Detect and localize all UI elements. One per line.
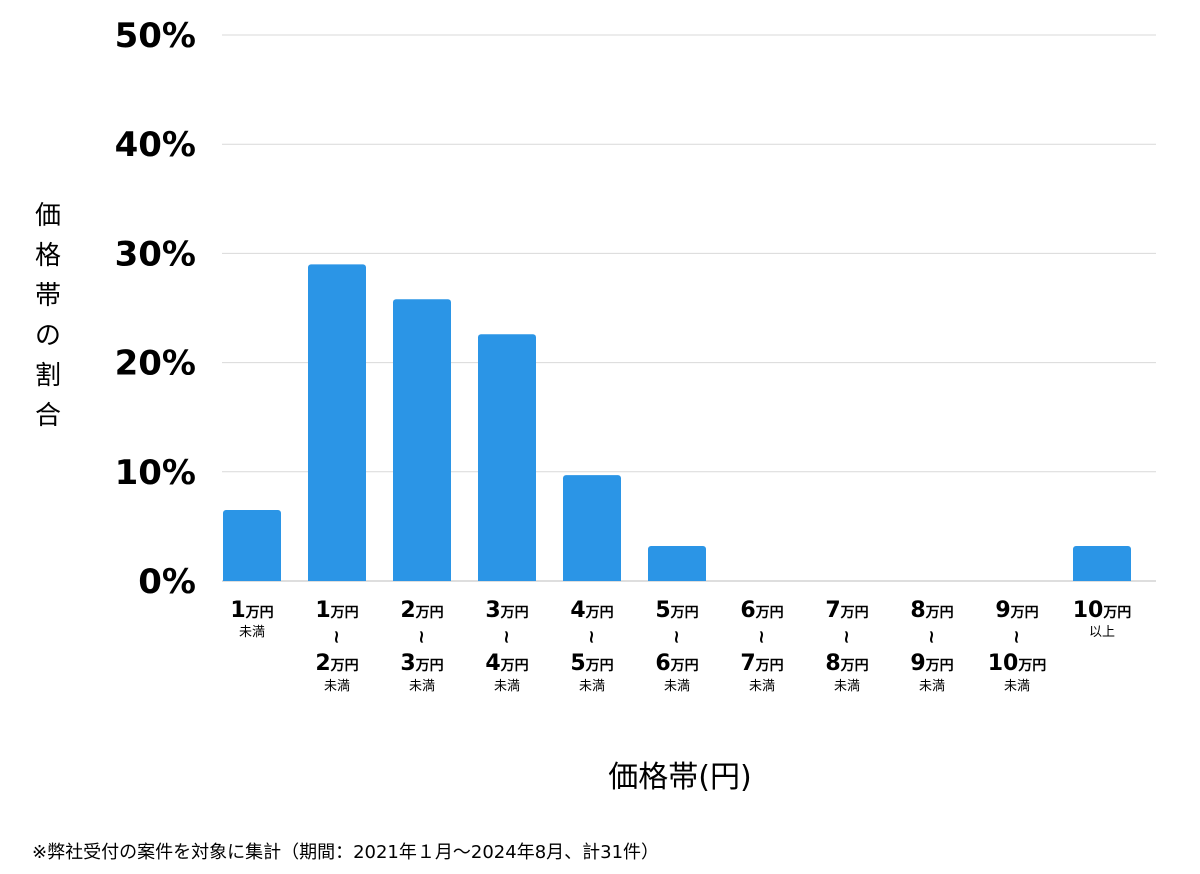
bar <box>563 475 621 581</box>
x-tick-sublabel: 以上 <box>1089 625 1115 640</box>
x-tick-label: 7万円 <box>740 651 783 676</box>
x-tick-label: 8万円 <box>825 651 868 676</box>
footnote: ※弊社受付の案件を対象に集計（期間：2021年１月〜2024年8月、計31件） <box>32 842 660 863</box>
x-tick-label: 8万円 <box>910 598 953 623</box>
y-tick-label: 10% <box>115 453 196 493</box>
x-tick-label: 9万円 <box>910 651 953 676</box>
x-tick-label: 1万円 <box>230 598 273 623</box>
x-tick-label: 4万円 <box>570 598 613 623</box>
x-tick-sublabel: 未満 <box>1004 679 1030 694</box>
x-tick-label: 9万円 <box>995 598 1038 623</box>
x-tick-sublabel: 未満 <box>239 625 265 640</box>
y-axis-label: 価格帯の割合 <box>28 196 68 436</box>
x-tick-sublabel: 未満 <box>749 679 775 694</box>
x-tick-range-symbol: ~ <box>581 629 602 644</box>
x-tick-label: 4万円 <box>485 651 528 676</box>
y-axis-label-char: 合 <box>34 401 61 431</box>
bar-base <box>308 577 366 581</box>
bar-base <box>563 577 621 581</box>
bar <box>223 510 281 581</box>
y-axis-label-char: 価 <box>34 201 61 231</box>
y-tick-label: 30% <box>115 234 196 274</box>
x-tick-label: 3万円 <box>400 651 443 676</box>
x-tick-label: 2万円 <box>315 651 358 676</box>
x-tick-range-symbol: ~ <box>326 629 347 644</box>
x-tick-label: 6万円 <box>740 598 783 623</box>
y-axis-label-char: 割 <box>34 361 61 391</box>
x-tick-sublabel: 未満 <box>324 679 350 694</box>
bar-base <box>1073 577 1131 581</box>
bar <box>478 334 536 581</box>
bar <box>308 264 366 581</box>
x-tick-label: 2万円 <box>400 598 443 623</box>
x-tick-label: 1万円 <box>315 598 358 623</box>
x-tick-sublabel: 未満 <box>919 679 945 694</box>
x-tick-label: 7万円 <box>825 598 868 623</box>
x-tick-range-symbol: ~ <box>666 629 687 644</box>
x-tick-label: 10万円 <box>988 651 1047 676</box>
x-tick-label: 5万円 <box>655 598 698 623</box>
x-tick-label: 6万円 <box>655 651 698 676</box>
bar-base <box>393 577 451 581</box>
x-tick-range-symbol: ~ <box>751 629 772 644</box>
x-tick-range-symbol: ~ <box>921 629 942 644</box>
y-axis-label-char: の <box>34 321 61 351</box>
bar-base <box>478 577 536 581</box>
x-tick-label: 3万円 <box>485 598 528 623</box>
x-tick-range-symbol: ~ <box>496 629 517 644</box>
y-tick-label: 20% <box>115 344 196 384</box>
x-tick-sublabel: 未満 <box>494 679 520 694</box>
x-tick-sublabel: 未満 <box>579 679 605 694</box>
x-tick-range-symbol: ~ <box>1006 629 1027 644</box>
y-tick-label: 40% <box>115 125 196 165</box>
bar-base <box>648 577 706 581</box>
x-tick-range-symbol: ~ <box>836 629 857 644</box>
y-axis-label-char: 格 <box>34 241 61 271</box>
y-axis-label-char: 帯 <box>34 281 61 311</box>
x-tick-label: 10万円 <box>1073 598 1132 623</box>
y-tick-label: 0% <box>138 562 196 602</box>
y-tick-label: 50% <box>115 16 196 56</box>
x-tick-range-symbol: ~ <box>411 629 432 644</box>
x-tick-label: 5万円 <box>570 651 613 676</box>
bar-base <box>223 577 281 581</box>
bar <box>648 546 706 581</box>
x-tick-sublabel: 未満 <box>834 679 860 694</box>
bar <box>1073 546 1131 581</box>
x-axis-label: 価格帯(円) <box>608 760 752 795</box>
x-tick-sublabel: 未満 <box>409 679 435 694</box>
x-tick-sublabel: 未満 <box>664 679 690 694</box>
bar <box>393 299 451 581</box>
